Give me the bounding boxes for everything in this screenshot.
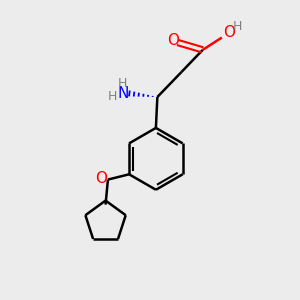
Text: O: O	[167, 33, 179, 48]
Text: H: H	[233, 20, 242, 33]
Text: O: O	[223, 25, 235, 40]
Text: O: O	[95, 171, 107, 186]
Text: H: H	[118, 77, 128, 90]
Text: N: N	[117, 86, 129, 101]
Text: H: H	[108, 91, 117, 103]
